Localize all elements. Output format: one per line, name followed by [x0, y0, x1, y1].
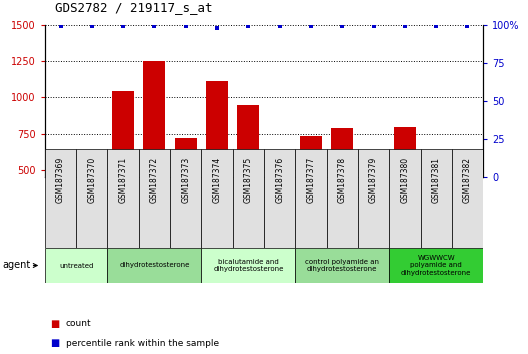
- Bar: [295, 248, 389, 283]
- Text: GSM187375: GSM187375: [244, 156, 253, 203]
- Bar: [363, 168, 384, 242]
- Bar: [331, 128, 353, 242]
- Text: GSM187369: GSM187369: [56, 156, 65, 203]
- Point: [150, 23, 158, 29]
- Point: [307, 23, 315, 29]
- Text: WGWWCW
polyamide and
dihydrotestosterone: WGWWCW polyamide and dihydrotestosterone: [401, 256, 472, 275]
- Bar: [327, 149, 358, 248]
- Bar: [139, 149, 170, 248]
- Text: GSM187380: GSM187380: [400, 156, 409, 203]
- Point: [338, 23, 346, 29]
- Bar: [144, 61, 165, 242]
- Text: GSM187379: GSM187379: [369, 156, 378, 203]
- Text: agent: agent: [3, 261, 31, 270]
- Text: ■: ■: [50, 338, 60, 348]
- Text: GSM187376: GSM187376: [275, 156, 284, 203]
- Bar: [175, 138, 197, 242]
- Text: count: count: [66, 319, 92, 329]
- Point: [182, 23, 190, 29]
- Bar: [201, 149, 233, 248]
- Bar: [389, 248, 483, 283]
- Point: [463, 23, 472, 29]
- Point: [401, 23, 409, 29]
- Bar: [50, 150, 71, 242]
- Text: ■: ■: [50, 319, 60, 329]
- Bar: [425, 171, 447, 242]
- Point: [56, 23, 65, 29]
- Bar: [420, 149, 452, 248]
- Bar: [112, 91, 134, 242]
- Text: GSM187371: GSM187371: [119, 156, 128, 203]
- Bar: [108, 149, 139, 248]
- Text: GDS2782 / 219117_s_at: GDS2782 / 219117_s_at: [55, 1, 213, 14]
- Point: [213, 25, 221, 31]
- Point: [276, 23, 284, 29]
- Text: percentile rank within the sample: percentile rank within the sample: [66, 339, 219, 348]
- Text: dihydrotestosterone: dihydrotestosterone: [119, 263, 190, 268]
- Text: control polyamide an
dihydrotestosterone: control polyamide an dihydrotestosterone: [305, 259, 379, 272]
- Text: GSM187381: GSM187381: [432, 156, 441, 202]
- Point: [119, 23, 127, 29]
- Bar: [452, 149, 483, 248]
- Bar: [81, 154, 103, 242]
- Text: GSM187382: GSM187382: [463, 156, 472, 202]
- Point: [88, 23, 96, 29]
- Bar: [45, 248, 108, 283]
- Bar: [394, 127, 416, 242]
- Point: [370, 23, 378, 29]
- Text: untreated: untreated: [59, 263, 93, 268]
- Bar: [389, 149, 420, 248]
- Bar: [170, 149, 201, 248]
- Bar: [45, 149, 76, 248]
- Bar: [233, 149, 264, 248]
- Bar: [457, 153, 478, 242]
- Text: GSM187377: GSM187377: [306, 156, 315, 203]
- Bar: [300, 136, 322, 242]
- Bar: [269, 173, 290, 242]
- Text: GSM187374: GSM187374: [213, 156, 222, 203]
- Text: bicalutamide and
dihydrotestosterone: bicalutamide and dihydrotestosterone: [213, 259, 284, 272]
- Text: GSM187372: GSM187372: [150, 156, 159, 203]
- Bar: [358, 149, 389, 248]
- Bar: [238, 104, 259, 242]
- Bar: [295, 149, 327, 248]
- Text: GSM187378: GSM187378: [338, 156, 347, 203]
- Point: [432, 23, 440, 29]
- Text: GSM187373: GSM187373: [181, 156, 190, 203]
- Bar: [201, 248, 295, 283]
- Bar: [206, 81, 228, 242]
- Text: GSM187370: GSM187370: [87, 156, 96, 203]
- Bar: [108, 248, 201, 283]
- Bar: [76, 149, 108, 248]
- Bar: [264, 149, 295, 248]
- Point: [244, 23, 252, 29]
